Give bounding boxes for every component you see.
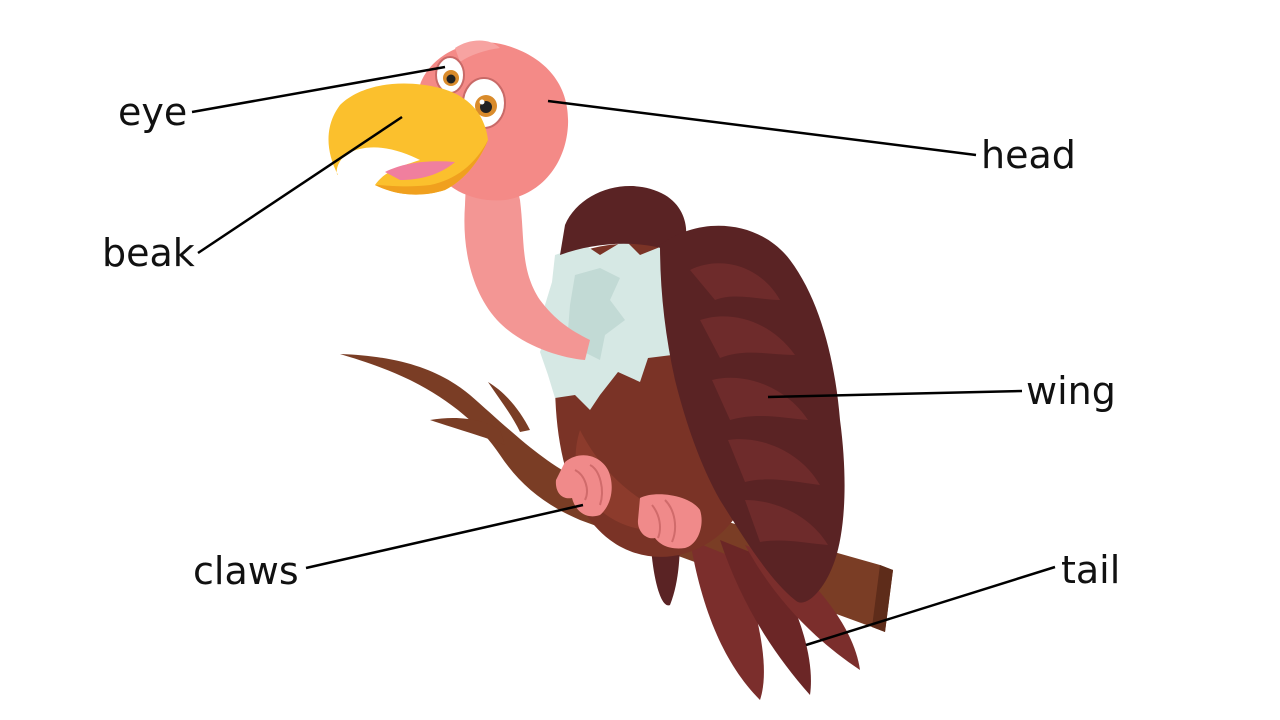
shoulder (560, 186, 687, 255)
head-leader-line (547, 99, 977, 157)
eye-leader-line (191, 65, 446, 114)
wing-leader-line (767, 389, 1023, 399)
label-claws: claws (193, 549, 299, 593)
label-tail: tail (1061, 548, 1121, 592)
beak-leader-line (197, 115, 403, 255)
label-beak: beak (102, 231, 195, 275)
eye-back (435, 56, 465, 94)
leader-lines (191, 65, 1056, 647)
wing (660, 225, 845, 603)
label-eye: eye (118, 90, 188, 134)
tail-leader-line (805, 565, 1056, 647)
neck (464, 165, 590, 360)
label-head: head (981, 133, 1076, 177)
claws-leader-line (305, 503, 584, 570)
claws (555, 455, 702, 549)
label-wing: wing (1026, 369, 1116, 413)
beak (328, 83, 488, 195)
